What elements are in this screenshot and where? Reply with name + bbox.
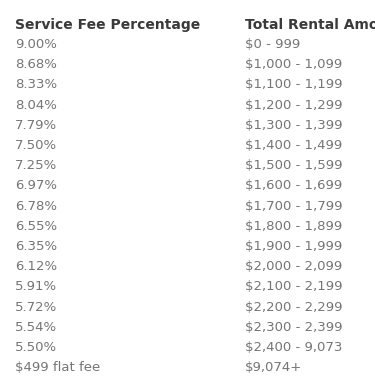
Text: 5.50%: 5.50% <box>15 341 57 354</box>
Text: $499 flat fee: $499 flat fee <box>15 361 100 374</box>
Text: $2,200 - 2,299: $2,200 - 2,299 <box>245 301 342 314</box>
Text: 7.79%: 7.79% <box>15 119 57 132</box>
Text: $1,500 - 1,599: $1,500 - 1,599 <box>245 159 342 172</box>
Text: 6.35%: 6.35% <box>15 240 57 253</box>
Text: 9.00%: 9.00% <box>15 38 57 51</box>
Text: Total Rental Amount: Total Rental Amount <box>245 18 375 32</box>
Text: $1,700 - 1,799: $1,700 - 1,799 <box>245 199 342 213</box>
Text: $1,100 - 1,199: $1,100 - 1,199 <box>245 78 342 92</box>
Text: $1,000 - 1,099: $1,000 - 1,099 <box>245 58 342 71</box>
Text: $1,300 - 1,399: $1,300 - 1,399 <box>245 119 342 132</box>
Text: $1,200 - 1,299: $1,200 - 1,299 <box>245 99 342 112</box>
Text: $0 - 999: $0 - 999 <box>245 38 300 51</box>
Text: 7.50%: 7.50% <box>15 139 57 152</box>
Text: 6.78%: 6.78% <box>15 199 57 213</box>
Text: $2,300 - 2,399: $2,300 - 2,399 <box>245 321 342 334</box>
Text: 6.55%: 6.55% <box>15 220 57 233</box>
Text: $2,000 - 2,099: $2,000 - 2,099 <box>245 260 342 273</box>
Text: 8.33%: 8.33% <box>15 78 57 92</box>
Text: 6.12%: 6.12% <box>15 260 57 273</box>
Text: 8.68%: 8.68% <box>15 58 57 71</box>
Text: $2,400 - 9,073: $2,400 - 9,073 <box>245 341 342 354</box>
Text: 5.72%: 5.72% <box>15 301 57 314</box>
Text: 7.25%: 7.25% <box>15 159 57 172</box>
Text: $1,800 - 1,899: $1,800 - 1,899 <box>245 220 342 233</box>
Text: $2,100 - 2,199: $2,100 - 2,199 <box>245 281 342 293</box>
Text: $9,074+: $9,074+ <box>245 361 302 374</box>
Text: Service Fee Percentage: Service Fee Percentage <box>15 18 200 32</box>
Text: $1,900 - 1,999: $1,900 - 1,999 <box>245 240 342 253</box>
Text: 5.91%: 5.91% <box>15 281 57 293</box>
Text: 6.97%: 6.97% <box>15 179 57 192</box>
Text: $1,600 - 1,699: $1,600 - 1,699 <box>245 179 342 192</box>
Text: $1,400 - 1,499: $1,400 - 1,499 <box>245 139 342 152</box>
Text: 8.04%: 8.04% <box>15 99 57 112</box>
Text: 5.54%: 5.54% <box>15 321 57 334</box>
